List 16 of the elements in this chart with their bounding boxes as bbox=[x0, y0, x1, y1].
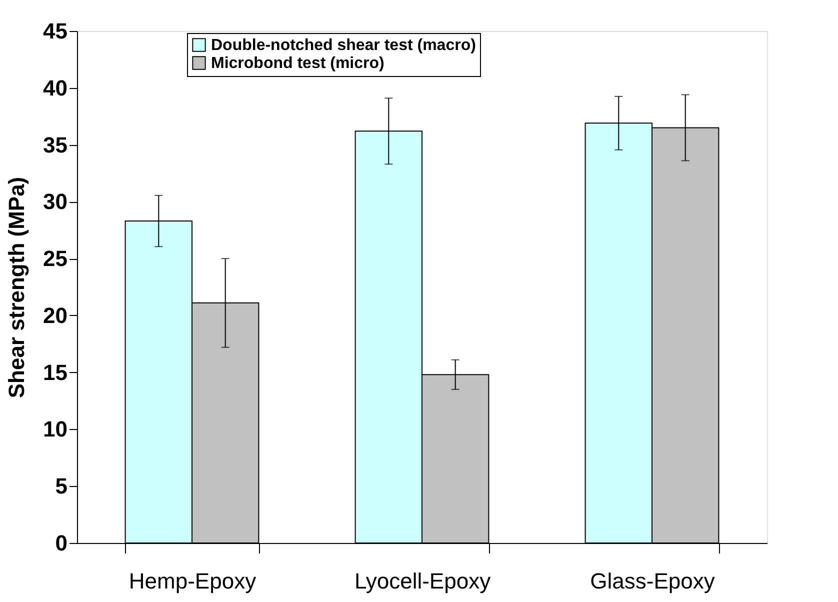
legend-label: Double-notched shear test (macro) bbox=[211, 37, 476, 54]
y-tick-label: 25 bbox=[43, 246, 68, 272]
y-tick-label: 0 bbox=[55, 530, 68, 556]
y-axis-title: Shear strength (MPa) bbox=[4, 176, 30, 398]
legend-label: Microbond test (micro) bbox=[211, 55, 384, 72]
y-tick-label: 5 bbox=[55, 474, 68, 499]
x-tick-label: Glass-Epoxy bbox=[590, 568, 715, 594]
y-tick-label: 30 bbox=[43, 189, 68, 214]
x-tick-label: Hemp-Epoxy bbox=[128, 568, 256, 594]
y-tick-label: 45 bbox=[43, 18, 68, 44]
y-tick-label: 40 bbox=[43, 75, 68, 100]
y-tick-label: 15 bbox=[43, 360, 68, 385]
y-tick-label: 20 bbox=[43, 302, 68, 328]
y-tick-label: 35 bbox=[43, 132, 68, 158]
x-tick-label: Lyocell-Epoxy bbox=[354, 568, 491, 594]
y-tick-label: 10 bbox=[43, 416, 68, 442]
